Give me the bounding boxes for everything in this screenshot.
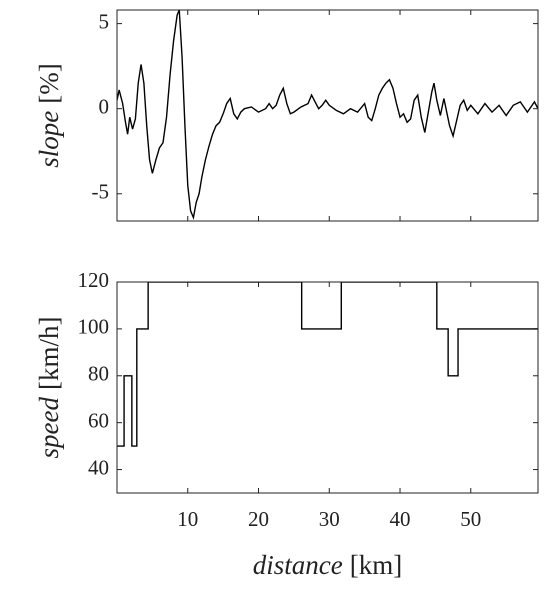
axis-label-part: [km/h] [34, 317, 64, 391]
y-tick-label: -5 [92, 180, 110, 204]
axes-box [116, 281, 539, 494]
axis-label: distance [km] [253, 550, 402, 580]
data-line [117, 10, 538, 221]
x-tick-label: 10 [177, 507, 198, 531]
axis-label-part: distance [253, 550, 343, 580]
axis-label: slope [%] [34, 63, 64, 167]
axis-label-part: slope [34, 111, 64, 168]
axes-box [116, 9, 539, 222]
plot: -5 0 5 [92, 9, 539, 222]
x-tick-label: 50 [460, 507, 481, 531]
x-tick-label: 30 [319, 507, 340, 531]
y-tick-label: 80 [88, 362, 109, 386]
y-tick-label: 40 [88, 455, 109, 479]
axis-label-part: speed [34, 397, 64, 459]
y-tick-label: 5 [99, 9, 110, 33]
x-tick-label: 20 [248, 507, 269, 531]
y-tick-label: 60 [88, 408, 109, 432]
plot: 40 60 80 100 120 10 20 30 40 50 [78, 268, 539, 531]
y-tick-label: 120 [78, 268, 110, 292]
data-line [117, 282, 538, 447]
axis-label-part: [%] [34, 63, 64, 103]
x-tick-label: 40 [390, 507, 411, 531]
axis-label-part: [km] [350, 550, 402, 580]
axis-label: speed [km/h] [34, 317, 64, 459]
y-tick-label: 0 [99, 95, 110, 119]
y-tick-label: 100 [78, 315, 110, 339]
